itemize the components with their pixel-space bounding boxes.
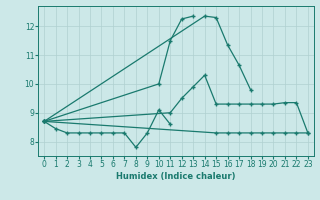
- X-axis label: Humidex (Indice chaleur): Humidex (Indice chaleur): [116, 172, 236, 181]
